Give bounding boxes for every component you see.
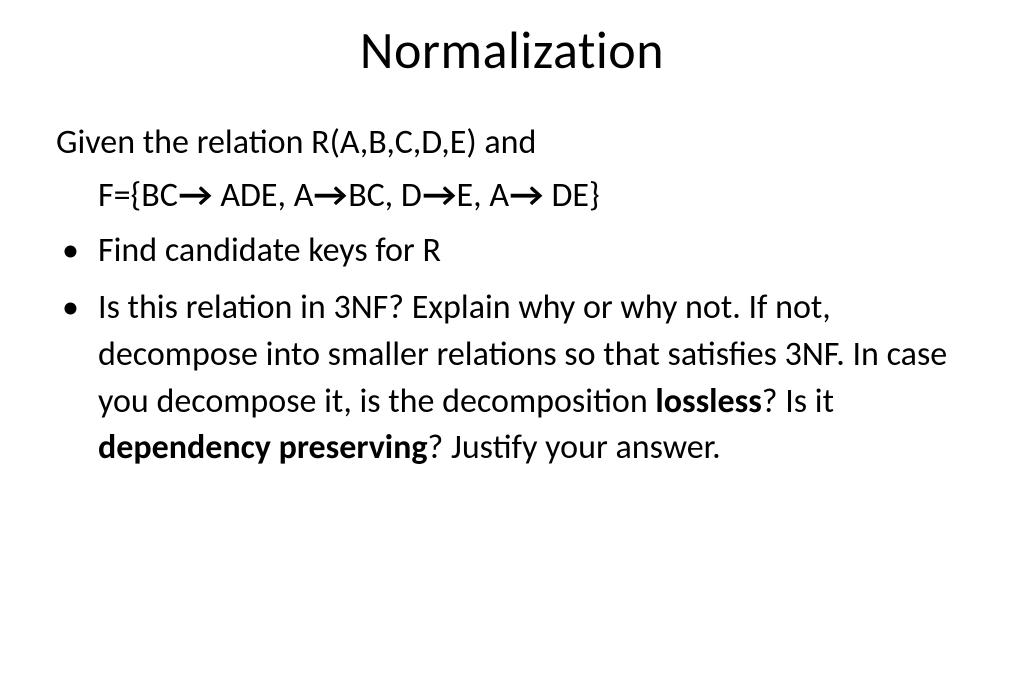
bullet-1-text: Find candidate keys for R xyxy=(98,230,441,271)
arrow-icon: → xyxy=(509,173,543,220)
arrow-icon: → xyxy=(178,173,212,220)
slide-title: Normalization xyxy=(56,18,968,82)
list-item: Find candidate keys for R xyxy=(56,228,968,275)
fd2-left: A xyxy=(294,175,314,216)
slide: Normalization Given the relation R(A,B,C… xyxy=(0,0,1024,679)
bullet-2-part3: ? Justify your answer. xyxy=(428,427,721,468)
arrow-icon: → xyxy=(422,173,456,220)
fd2-right: BC, xyxy=(348,175,401,216)
intro-line: Given the relation R(A,B,C,D,E) and xyxy=(56,120,968,167)
fd3-left: D xyxy=(401,175,422,216)
fd4-right: DE} xyxy=(544,175,600,216)
fd1-right: ADE, xyxy=(213,175,294,216)
bullet-2-bold-dep: dependency preserving xyxy=(98,427,428,468)
fd1-left: BC xyxy=(141,175,178,216)
bullet-2-bold-lossless: lossless xyxy=(655,381,761,422)
bullet-2-part2: ? Is it xyxy=(762,381,834,422)
list-item: Is this relation in 3NF? Explain why or … xyxy=(56,285,968,473)
fd-set-line: F={BC→ ADE, A→BC, D→E, A→ DE} xyxy=(56,173,968,220)
slide-body: Given the relation R(A,B,C,D,E) and F={B… xyxy=(56,120,968,472)
arrow-icon: → xyxy=(314,173,348,220)
fd-prefix: F={ xyxy=(98,175,141,216)
bullet-list: Find candidate keys for R Is this relati… xyxy=(56,228,968,473)
fd3-right: E, xyxy=(457,175,490,216)
fd4-left: A xyxy=(489,175,509,216)
